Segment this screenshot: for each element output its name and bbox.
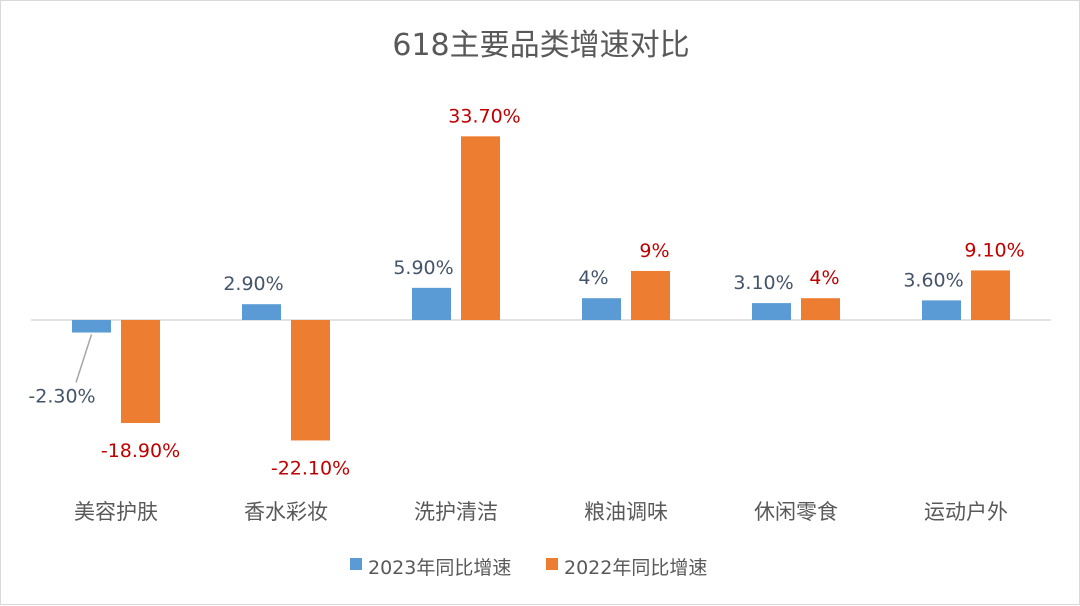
bar-series2-2 [291,320,330,441]
category-label-4: 粮油调味 [584,500,668,524]
bar-series1-2 [242,304,281,320]
bar-series1-6 [922,300,961,320]
data-label-series1-3: 5.90% [393,257,453,279]
legend: 2023年同比增速 2022年同比增速 [350,557,707,579]
bar-series1-1 [72,320,111,333]
bar-series2-3 [461,136,500,320]
data-label-series2-2: -22.10% [271,457,350,479]
bar-series2-5 [801,298,840,320]
data-label-series1-6: 3.60% [903,269,963,291]
data-label-series2-6: 9.10% [964,239,1024,261]
data-label-series1-1: -2.30% [28,386,95,408]
legend-swatch-2 [546,558,558,570]
data-label-series2-4: 9% [639,240,669,262]
category-label-6: 运动户外 [924,500,1008,524]
legend-label-1: 2023年同比增速 [368,557,511,579]
bars-group [31,136,1051,441]
bar-series1-3 [412,287,451,320]
legend-swatch-1 [350,558,362,570]
data-label-series2-5: 4% [809,267,839,289]
data-label-series2-3: 33.70% [448,105,520,127]
category-label-5: 休闲零食 [754,500,838,524]
bar-series2-1 [121,320,160,424]
chart-title: 618主要品类增速对比 [392,28,689,63]
data-label-series1-5: 3.10% [733,272,793,294]
leader-line [75,334,93,383]
bar-series1-4 [582,298,621,320]
category-labels-group: 美容护肤 香水彩妆 洗护清洁 粮油调味 休闲零食 运动户外 [74,500,1008,524]
data-label-series2-1: -18.90% [101,440,180,462]
bar-series2-4 [631,270,670,320]
legend-label-2: 2022年同比增速 [564,557,707,579]
bar-series1-5 [752,303,791,320]
bar-series2-6 [971,270,1010,320]
data-labels-group: -2.30% -18.90% 2.90% -22.10% 5.90% 33.70% 4% 9%… [28,105,1024,479]
data-label-series1-2: 2.90% [223,273,283,295]
data-label-series1-4: 4% [578,267,608,289]
category-label-2: 香水彩妆 [244,500,328,524]
category-label-1: 美容护肤 [74,500,158,524]
category-label-3: 洗护清洁 [414,500,498,524]
